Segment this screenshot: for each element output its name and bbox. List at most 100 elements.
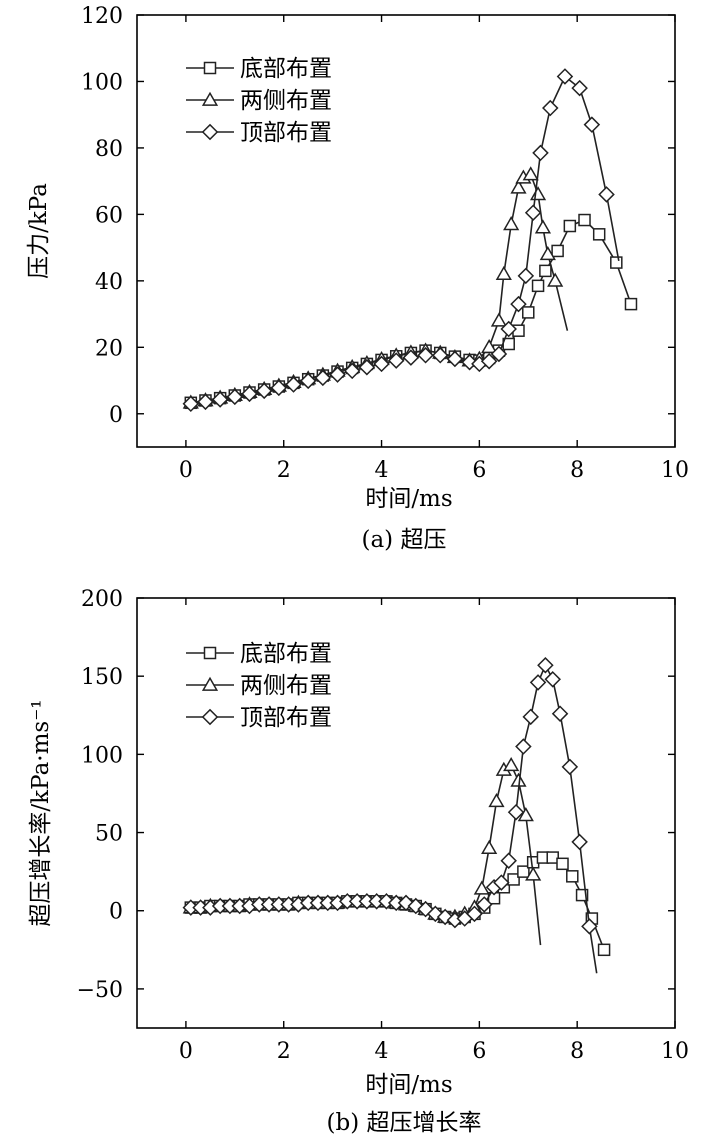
data-point [578, 213, 591, 227]
data-point [503, 756, 520, 772]
data-point [551, 244, 564, 258]
data-point [495, 265, 512, 281]
data-point [507, 803, 525, 821]
data-point [556, 857, 569, 871]
x-tick-label: 0 [179, 458, 193, 483]
chart-overpressure-growth-rate: 0 2 4 6 8 10 −50 0 50 100 150 200 时间/ms 超压增长率/kPa·ms⁻… [28, 587, 689, 1136]
legend-label: 底部布置 [240, 56, 332, 82]
data-point [529, 674, 547, 691]
data-point [575, 888, 589, 902]
x-tick-label: 4 [375, 1039, 389, 1064]
data-point [490, 345, 508, 363]
y-tick-label: 40 [95, 270, 123, 295]
data-point [537, 656, 554, 674]
legend-label: 顶部布置 [240, 120, 332, 146]
data-point [556, 68, 574, 85]
data-point [490, 312, 508, 327]
data-point [598, 186, 615, 203]
legend-marker [201, 708, 219, 726]
data-point [387, 352, 405, 369]
data-point [446, 350, 464, 368]
series-diamond [182, 656, 598, 974]
x-tick-label: 2 [277, 458, 291, 483]
x-axis-title: 时间/ms [365, 486, 452, 512]
figure-caption: (a) 超压 [362, 527, 447, 553]
legend-marker [203, 61, 217, 75]
y-tick-label: 100 [81, 70, 123, 95]
data-point [539, 245, 556, 261]
data-point [542, 99, 559, 117]
data-point [417, 900, 434, 918]
data-point [507, 873, 520, 886]
data-point [241, 385, 258, 403]
data-point [417, 347, 434, 364]
data-point [182, 395, 200, 413]
data-point [525, 866, 542, 881]
data-point [539, 264, 552, 278]
data-point [517, 807, 534, 822]
data-point [581, 918, 598, 935]
x-tick-label: 4 [375, 458, 389, 483]
data-point [551, 705, 569, 722]
y-tick-label: 100 [81, 743, 123, 768]
data-point [488, 792, 505, 808]
data-point [500, 320, 517, 338]
y-axis-title: 超压增长率/kPa·ms⁻¹ [28, 699, 54, 926]
data-point [544, 671, 561, 688]
data-point [500, 852, 517, 869]
x-tick-label: 10 [661, 1039, 689, 1064]
data-point [571, 833, 588, 851]
data-point [373, 355, 390, 373]
data-point [402, 349, 420, 366]
data-point [529, 186, 547, 201]
data-point [566, 870, 579, 883]
y-axis-title: 压力/kPa [26, 183, 52, 279]
data-point [343, 362, 361, 380]
data-point [226, 388, 244, 406]
plot-frame [136, 597, 676, 1029]
y-tick-label: 200 [81, 587, 123, 612]
y-tick-label: 80 [95, 137, 123, 162]
data-point [515, 738, 532, 755]
legend-label: 两侧布置 [240, 88, 332, 114]
data-point [561, 758, 579, 776]
series-line [190, 764, 542, 946]
x-tick-label: 8 [570, 458, 584, 483]
figure-caption: (b) 超压增长率 [327, 1110, 482, 1136]
legend-label: 顶部布置 [240, 705, 332, 731]
data-point [531, 279, 545, 293]
data-point [481, 839, 498, 855]
legend-marker [201, 91, 219, 106]
data-point [534, 219, 552, 234]
data-point [517, 267, 535, 285]
data-point [197, 393, 214, 411]
y-tick-label: 50 [95, 822, 123, 847]
y-tick-label: 20 [95, 336, 123, 361]
legend-marker [201, 123, 219, 141]
x-axis-title: 时间/ms [365, 1072, 452, 1098]
y-tick-label: 150 [81, 665, 123, 690]
y-tick-label: 0 [109, 900, 123, 925]
data-point [597, 943, 611, 957]
series-square [184, 213, 638, 410]
y-tick-label: 0 [109, 403, 123, 428]
data-point [563, 219, 577, 233]
data-point [547, 272, 564, 287]
data-point [524, 204, 542, 221]
y-tick-label: 120 [81, 4, 123, 29]
series-line [190, 219, 632, 404]
data-point [592, 228, 606, 241]
x-tick-label: 10 [661, 458, 689, 483]
data-point [473, 880, 490, 895]
data-point [211, 391, 229, 408]
data-point [329, 366, 346, 383]
legend-marker [203, 646, 217, 660]
legend-label: 两侧布置 [240, 673, 332, 699]
data-point [255, 382, 273, 400]
data-point [546, 851, 559, 864]
x-tick-label: 0 [179, 1039, 193, 1064]
data-point [314, 369, 332, 387]
legend-label: 底部布置 [240, 641, 332, 667]
